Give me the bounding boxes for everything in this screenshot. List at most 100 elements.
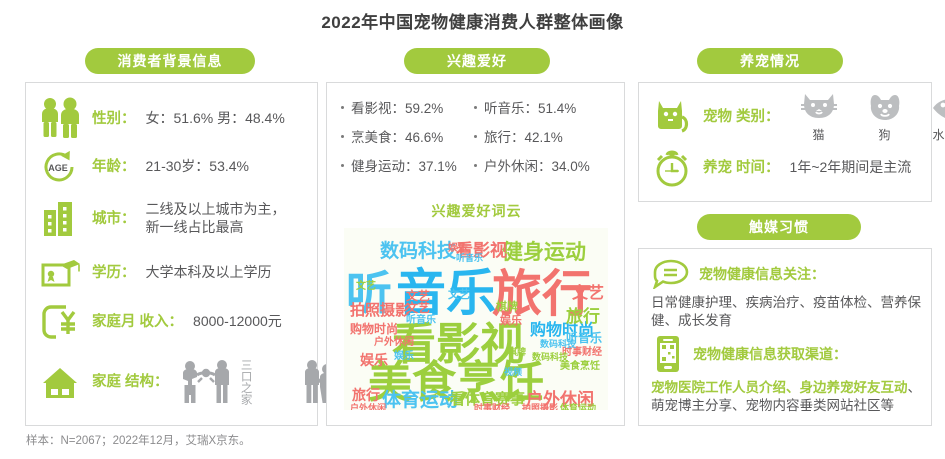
hobby-item: 烹美食：46.6% bbox=[341, 126, 474, 146]
word-cloud-word: 音乐 bbox=[396, 265, 496, 321]
media-block-focus-head: 宠物健康信息关注： bbox=[651, 259, 923, 289]
value-age: 21-30岁：53.4% bbox=[145, 158, 250, 175]
word-cloud-word: 听音乐 bbox=[566, 331, 603, 345]
fish-icon bbox=[932, 99, 945, 119]
pet-type-dog-caption: 狗 bbox=[878, 128, 891, 142]
section-pill-pet: 养宠情况 bbox=[697, 48, 843, 74]
word-cloud-word: 健身运动 bbox=[502, 241, 586, 264]
bullet-icon bbox=[474, 164, 477, 167]
label-city: 城市： bbox=[92, 210, 136, 227]
media-block-channel: 宠物健康信息获取渠道： 宠物医院工作人员介绍、身边养宠好友互动、萌宠博主分享、宠… bbox=[651, 334, 923, 415]
hobby-item-text: 听音乐：51.4% bbox=[484, 101, 577, 116]
value-pet-duration: 1年~2年期间是主流 bbox=[789, 159, 912, 176]
pet-type-cat-caption: 猫 bbox=[812, 128, 825, 142]
word-cloud-word: 文艺 bbox=[356, 281, 376, 292]
speech-bubble-icon bbox=[651, 259, 691, 289]
hobby-item-text: 烹美食：46.6% bbox=[351, 130, 444, 145]
alarm-clock-icon bbox=[651, 145, 695, 191]
family-caption-three: 三口之家 bbox=[239, 359, 252, 405]
media-block-focus: 宠物健康信息关注： 日常健康护理、疾病治疗、疫苗体检、营养保健、成长发育 bbox=[651, 259, 923, 330]
media-habit-panel: 宠物健康信息关注： 日常健康护理、疾病治疗、疫苗体检、营养保健、成长发育 bbox=[638, 248, 932, 426]
dog-face-icon bbox=[870, 95, 899, 120]
value-education: 大学本科及以上学历 bbox=[145, 264, 272, 281]
row-pet-category: 宠物 类别： 猫 bbox=[651, 91, 945, 143]
word-cloud-word: 文艺 bbox=[572, 285, 605, 302]
hobby-list: 看影视：59.2% 听音乐：51.4% 烹美食：46.6% 旅行：42.1% 健身运动：… bbox=[341, 97, 613, 175]
svg-text:AGE: AGE bbox=[48, 163, 68, 173]
bullet-icon bbox=[341, 164, 344, 167]
label-pet-duration: 养宠 时间： bbox=[703, 159, 780, 176]
word-cloud-word: 听音乐 bbox=[406, 315, 436, 326]
row-gender: 性别： 女：51.6% 男：48.4% bbox=[38, 95, 313, 143]
word-cloud-word: 看影视 bbox=[392, 320, 524, 369]
word-cloud-word: 听音乐 bbox=[456, 253, 484, 263]
media-block-channel-title: 宠物健康信息获取渠道： bbox=[693, 346, 847, 362]
word-cloud-word: 视频 bbox=[504, 367, 523, 377]
media-block-focus-body: 日常健康护理、疾病治疗、疫苗体检、营养保健、成长发育 bbox=[651, 295, 921, 329]
pet-type-cat: 猫 bbox=[786, 91, 852, 143]
hobby-word-cloud: 听音乐 旅行 看影视 美食烹饪 数码科技 健身运动 看影视 购物时尚 体育运动 看体育赛事 户外休闲… bbox=[344, 228, 608, 410]
diploma-icon bbox=[38, 253, 84, 293]
label-income: 家庭月 收入： bbox=[92, 313, 184, 330]
label-pet-category: 宠物 类别： bbox=[703, 108, 780, 125]
label-family-structure: 家庭 结构： bbox=[92, 373, 169, 390]
word-cloud-word: 娱乐 bbox=[394, 351, 414, 362]
pet-type-dog: 狗 bbox=[852, 91, 918, 143]
word-cloud-word: 棋牌 bbox=[496, 301, 518, 313]
hobby-item: 健身运动：37.1% bbox=[341, 155, 474, 175]
pet-type-aquarium-caption: 水族类 bbox=[932, 128, 945, 142]
word-cloud-word: 听 bbox=[346, 267, 392, 319]
value-city: 二线及以上城市为主， 新一线占比最高 bbox=[145, 201, 286, 235]
wallet-yen-icon bbox=[38, 299, 84, 345]
hobby-panel: 看影视：59.2% 听音乐：51.4% 烹美食：46.6% 旅行：42.1% 健身运动：… bbox=[326, 82, 625, 426]
word-cloud-word: 旅行 bbox=[352, 387, 380, 403]
hobby-item: 户外休闲：34.0% bbox=[474, 155, 613, 175]
word-cloud-word: 拍照摄影 bbox=[350, 302, 411, 319]
section-pill-background: 消费者背景信息 bbox=[85, 48, 255, 74]
word-cloud-word: 看影视 bbox=[456, 241, 507, 260]
family-three-icon bbox=[177, 356, 237, 408]
word-cloud-word: 文艺 bbox=[406, 301, 431, 315]
row-age: AGE 年龄： 21-30岁：53.4% bbox=[38, 145, 313, 189]
hobby-item-text: 看影视：59.2% bbox=[351, 101, 444, 116]
word-cloud-word: 时事财经 bbox=[474, 403, 511, 411]
word-cloud-title: 兴趣爱好词云 bbox=[431, 203, 522, 219]
buildings-icon bbox=[38, 198, 84, 240]
pet-status-panel: 宠物 类别： 猫 bbox=[638, 82, 945, 202]
media-channel-plain: 、萌宠博主分享、宠物内容垂类网站社区等 bbox=[651, 380, 921, 414]
page-title: 2022年中国宠物健康消费人群整体画像 bbox=[321, 13, 624, 32]
word-cloud-word: 文艺 bbox=[406, 289, 431, 303]
media-block-focus-title: 宠物健康信息关注： bbox=[699, 266, 825, 282]
word-cloud-word: 文艺 bbox=[448, 289, 470, 301]
bullet-icon bbox=[474, 106, 477, 109]
family-item-three: 三口之家 bbox=[177, 356, 288, 408]
word-cloud-word: 体育运动 bbox=[382, 390, 459, 410]
word-cloud-word: 美食烹饪 bbox=[368, 358, 544, 407]
age-circle-icon: AGE bbox=[38, 147, 84, 187]
hobby-item-text: 户外休闲：34.0% bbox=[484, 159, 590, 174]
row-income: 家庭月 收入： 8000-12000元 bbox=[38, 297, 313, 347]
label-age: 年龄： bbox=[92, 158, 136, 175]
media-block-channel-body: 宠物医院工作人员介绍、身边养宠好友互动、萌宠博主分享、宠物内容垂类网站社区等 bbox=[651, 379, 923, 415]
value-gender: 女：51.6% 男：48.4% bbox=[145, 110, 285, 127]
word-cloud-word: 旅行 bbox=[492, 266, 592, 322]
word-cloud-word: 娱乐 bbox=[448, 243, 468, 254]
bullet-icon bbox=[341, 106, 344, 109]
word-cloud-word: 户外休闲 bbox=[374, 337, 414, 348]
row-city: 城市： 二线及以上城市为主， 新一线占比最高 bbox=[38, 193, 313, 245]
word-cloud-word: 娱乐 bbox=[500, 315, 522, 327]
house-icon bbox=[38, 360, 84, 404]
word-cloud-word: 数码科技 bbox=[532, 352, 569, 362]
pet-type-aquarium: 水族类 bbox=[918, 91, 945, 143]
word-cloud-word: 户外休闲 bbox=[526, 390, 594, 409]
word-cloud-word: 购物时尚 bbox=[350, 322, 399, 336]
hobby-item: 看影视：59.2% bbox=[341, 97, 474, 117]
hobby-item: 听音乐：51.4% bbox=[474, 97, 613, 117]
word-cloud-word: 时事财经 bbox=[562, 347, 602, 358]
two-people-icon bbox=[38, 97, 84, 141]
mobile-qr-icon bbox=[651, 334, 685, 374]
section-pill-hobby: 兴趣爱好 bbox=[404, 48, 550, 74]
word-cloud-word: 购物时尚 bbox=[530, 322, 595, 339]
pet-type-list: 猫 狗 bbox=[786, 91, 945, 143]
